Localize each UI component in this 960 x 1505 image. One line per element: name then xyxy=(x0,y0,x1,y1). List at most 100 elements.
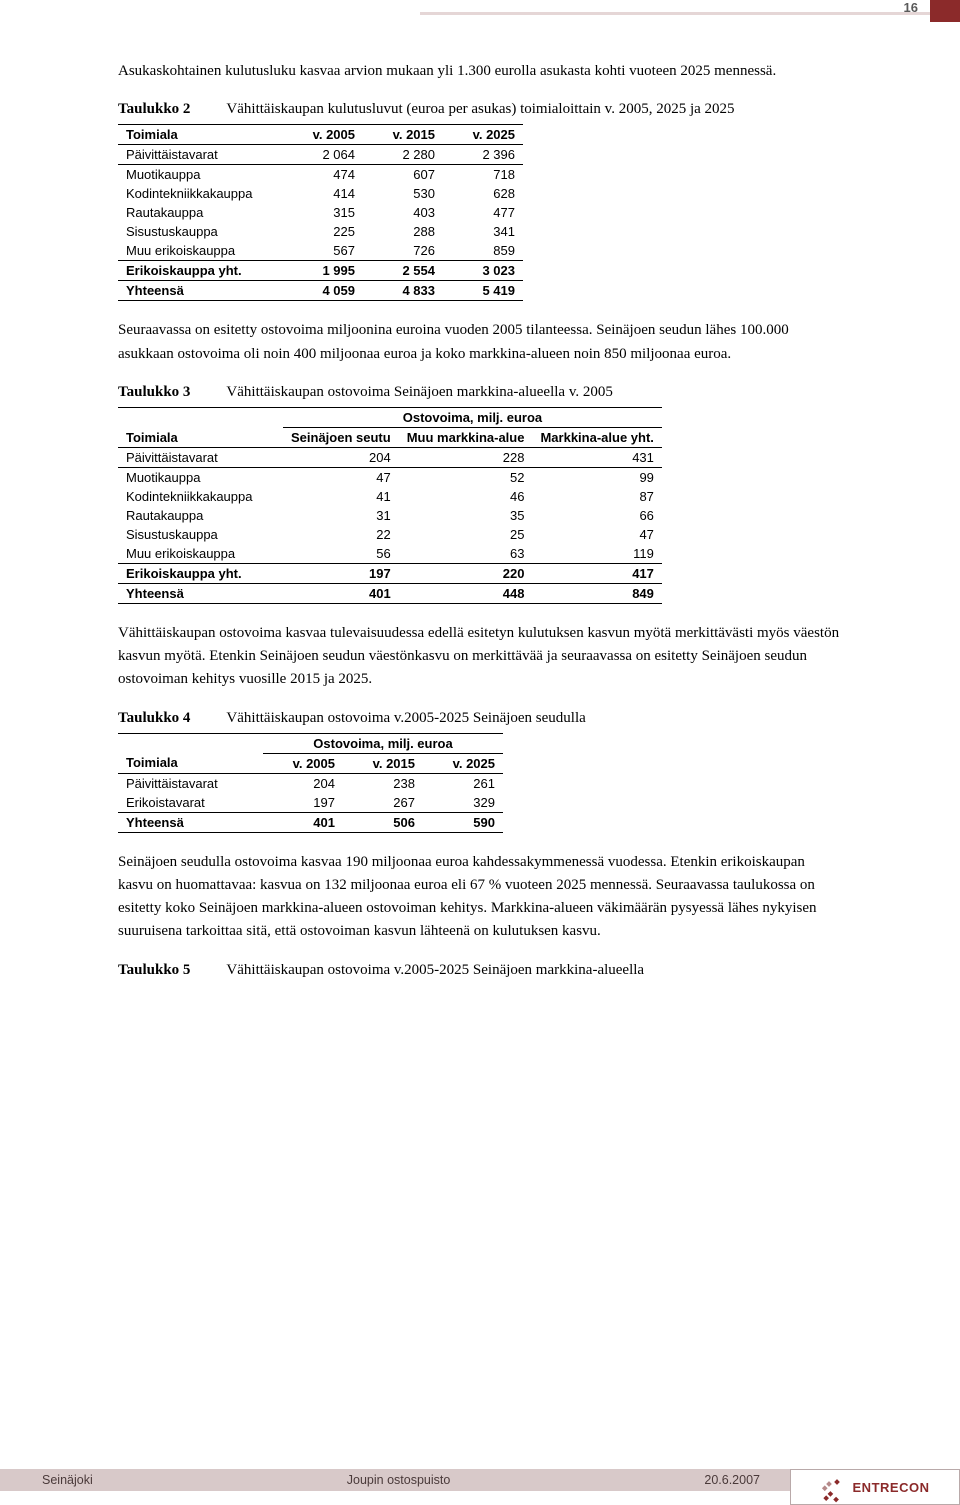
cell: 228 xyxy=(399,447,533,467)
table3-header-row: Toimiala Seinäjoen seutu Muu markkina-al… xyxy=(118,427,662,447)
cell: Yhteensä xyxy=(118,281,283,301)
cell: 401 xyxy=(283,583,399,603)
cell: Muotikauppa xyxy=(118,467,283,487)
table2-header-row: Toimiala v. 2005 v. 2015 v. 2025 xyxy=(118,125,523,145)
cell: 87 xyxy=(532,487,661,506)
table-row: Sisustuskauppa225288341 xyxy=(118,222,523,241)
table3-caption-line: Taulukko 3 Vähittäiskaupan ostovoima Sein… xyxy=(118,384,840,401)
footer-logo-box: ENTRECON xyxy=(790,1469,960,1505)
table4-superheader-row: Ostovoima, milj. euroa xyxy=(118,733,503,753)
cell: 341 xyxy=(443,222,523,241)
cell: 530 xyxy=(363,184,443,203)
table-row: Sisustuskauppa222547 xyxy=(118,525,662,544)
table3-subtotal-row: Erikoiskauppa yht.197220417 xyxy=(118,563,662,583)
footer: Seinäjoki Joupin ostospuisto 20.6.2007 E… xyxy=(0,1469,960,1505)
table-row: Erikoistavarat197267329 xyxy=(118,793,503,813)
cell: Rautakauppa xyxy=(118,506,283,525)
cell: 474 xyxy=(283,165,363,185)
cell: 267 xyxy=(343,793,423,813)
page-content: Asukaskohtainen kulutusluku kasvaa arvio… xyxy=(0,0,960,1065)
table2-subtotal-row: Erikoiskauppa yht.1 9952 5543 023 xyxy=(118,261,523,281)
table2: Toimiala v. 2005 v. 2015 v. 2025 Päivitt… xyxy=(118,124,523,301)
header-light-line xyxy=(420,12,930,15)
footer-logo-text: ENTRECON xyxy=(853,1480,930,1495)
cell: 414 xyxy=(283,184,363,203)
table3-superheader-row: Ostovoima, milj. euroa xyxy=(118,407,662,427)
table3-col-0: Toimiala xyxy=(118,427,283,447)
cell: Yhteensä xyxy=(118,812,263,832)
cell: 4 059 xyxy=(283,281,363,301)
table4: Ostovoima, milj. euroa Toimiala v. 2005 … xyxy=(118,733,503,833)
cell: Muotikauppa xyxy=(118,165,283,185)
cell: 726 xyxy=(363,241,443,261)
table4-col-1: v. 2005 xyxy=(263,753,343,773)
cell: 225 xyxy=(283,222,363,241)
cell: Erikoistavarat xyxy=(118,793,263,813)
cell xyxy=(118,407,283,427)
table2-col-1: v. 2005 xyxy=(283,125,363,145)
cell: 25 xyxy=(399,525,533,544)
cell: 119 xyxy=(532,544,661,564)
cell: 1 995 xyxy=(283,261,363,281)
table-row: Kodintekniikkakauppa414687 xyxy=(118,487,662,506)
table3-superheader: Ostovoima, milj. euroa xyxy=(283,407,662,427)
table2-col-0: Toimiala xyxy=(118,125,283,145)
cell: 849 xyxy=(532,583,661,603)
cell: 99 xyxy=(532,467,661,487)
table-row: Päivittäistavarat204228431 xyxy=(118,447,662,467)
cell: Muu erikoiskauppa xyxy=(118,544,283,564)
table4-caption: Vähittäiskaupan ostovoima v.2005-2025 Se… xyxy=(226,710,585,726)
cell: 197 xyxy=(283,563,399,583)
cell: Päivittäistavarat xyxy=(118,145,283,165)
table3-col-2: Muu markkina-alue xyxy=(399,427,533,447)
footer-left: Seinäjoki xyxy=(42,1473,93,1487)
cell: 2 064 xyxy=(283,145,363,165)
table-row: Muu erikoiskauppa567726859 xyxy=(118,241,523,261)
footer-right: 20.6.2007 xyxy=(704,1473,760,1487)
table-row: Muotikauppa474607718 xyxy=(118,165,523,185)
table3-col-1: Seinäjoen seutu xyxy=(283,427,399,447)
cell: 56 xyxy=(283,544,399,564)
table2-caption-line: Taulukko 2Vähittäiskaupan kulutusluvut (… xyxy=(118,101,840,118)
cell: 403 xyxy=(363,203,443,222)
table3-col-3: Markkina-alue yht. xyxy=(532,427,661,447)
table5-caption-line: Taulukko 5Vähittäiskaupan ostovoima v.20… xyxy=(118,962,840,979)
cell: 35 xyxy=(399,506,533,525)
cell: 3 023 xyxy=(443,261,523,281)
table3-caption: Vähittäiskaupan ostovoima Seinäjoen mark… xyxy=(226,384,612,400)
cell: 197 xyxy=(263,793,343,813)
table-row: Rautakauppa313566 xyxy=(118,506,662,525)
header-red-block xyxy=(930,0,960,22)
cell: 204 xyxy=(263,773,343,793)
cell: 329 xyxy=(423,793,503,813)
table-row: Päivittäistavarat204238261 xyxy=(118,773,503,793)
cell: 477 xyxy=(443,203,523,222)
table4-superheader: Ostovoima, milj. euroa xyxy=(263,733,503,753)
cell: 47 xyxy=(532,525,661,544)
cell: 261 xyxy=(423,773,503,793)
cell: 607 xyxy=(363,165,443,185)
table-row: Kodintekniikkakauppa414530628 xyxy=(118,184,523,203)
cell: Erikoiskauppa yht. xyxy=(118,261,283,281)
cell: Kodintekniikkakauppa xyxy=(118,487,283,506)
para-after-t2: Seuraavassa on esitetty ostovoima miljoo… xyxy=(118,319,840,366)
cell: 31 xyxy=(283,506,399,525)
table4-col-2: v. 2015 xyxy=(343,753,423,773)
cell: 63 xyxy=(399,544,533,564)
cell: 417 xyxy=(532,563,661,583)
para-after-t4: Seinäjoen seudulla ostovoima kasvaa 190 … xyxy=(118,851,840,944)
cell: 5 419 xyxy=(443,281,523,301)
cell: 4 833 xyxy=(363,281,443,301)
cell: 315 xyxy=(283,203,363,222)
intro-paragraph: Asukaskohtainen kulutusluku kasvaa arvio… xyxy=(118,60,840,83)
cell: 2 280 xyxy=(363,145,443,165)
table2-col-3: v. 2025 xyxy=(443,125,523,145)
cell: 431 xyxy=(532,447,661,467)
table3-total-row: Yhteensä401448849 xyxy=(118,583,662,603)
cell: 52 xyxy=(399,467,533,487)
cell: 401 xyxy=(263,812,343,832)
table3-label: Taulukko 3 xyxy=(118,384,190,400)
table4-label: Taulukko 4 xyxy=(118,710,190,726)
table5-caption: Vähittäiskaupan ostovoima v.2005-2025 Se… xyxy=(226,962,644,978)
cell: 238 xyxy=(343,773,423,793)
